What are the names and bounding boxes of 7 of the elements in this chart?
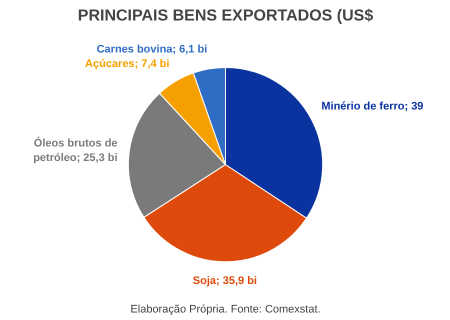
slice-label: Carnes bovina; 6,1 bi bbox=[96, 44, 208, 56]
slice-label: Açúcares; 7,4 bi bbox=[85, 58, 170, 70]
slice-label: Óleos brutos de petróleo; 25,3 bi bbox=[33, 136, 118, 164]
slice-label: Soja; 35,9 bi bbox=[192, 275, 258, 288]
text: Elaboração Própria. Fonte: Comexstat. bbox=[130, 303, 321, 316]
chart-title: PRINCIPAIS BENS EXPORTADOS (US$ bbox=[78, 8, 374, 24]
slice-label: Minério de ferro; 39 bbox=[321, 100, 424, 112]
